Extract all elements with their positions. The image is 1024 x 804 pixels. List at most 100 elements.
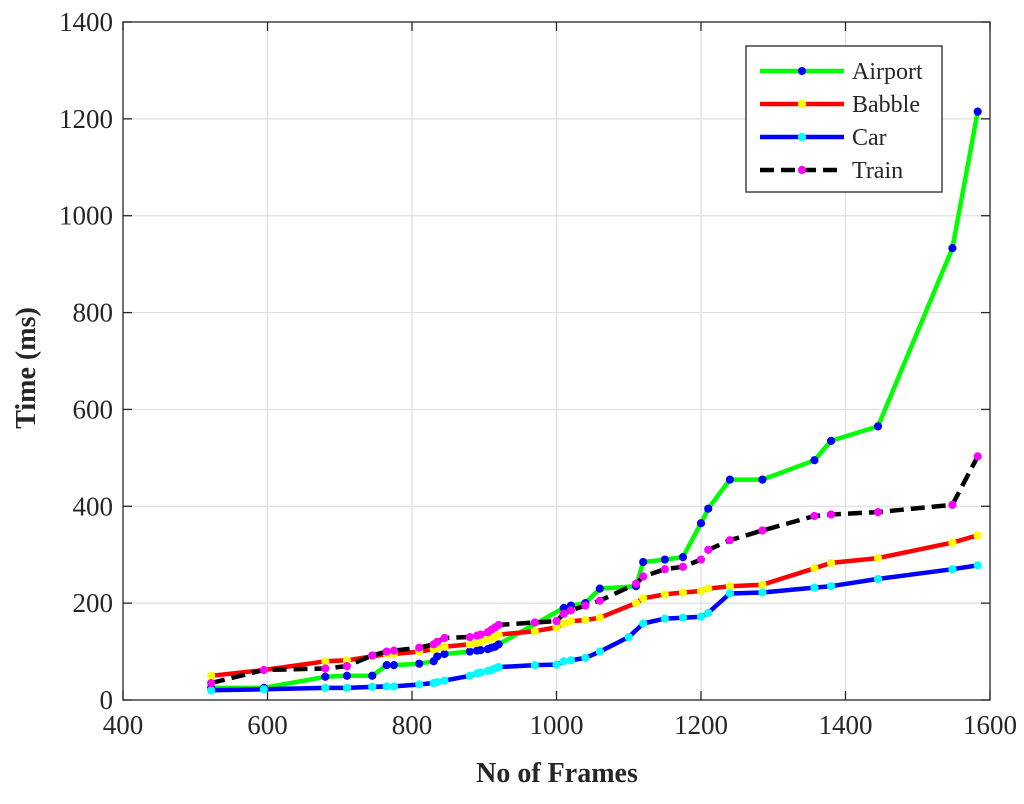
data-point bbox=[639, 594, 648, 603]
legend-marker bbox=[797, 99, 807, 109]
y-axis-title: Time (ms) bbox=[11, 307, 42, 429]
data-point bbox=[873, 507, 883, 517]
data-point bbox=[696, 555, 706, 564]
data-point bbox=[494, 640, 503, 649]
data-point bbox=[559, 619, 568, 628]
data-point bbox=[566, 656, 576, 665]
data-point bbox=[321, 657, 330, 666]
data-point bbox=[639, 557, 648, 567]
data-point bbox=[382, 647, 391, 656]
y-tick-label: 0 bbox=[100, 685, 114, 715]
data-point bbox=[973, 452, 982, 461]
data-point bbox=[382, 682, 391, 691]
data-point bbox=[810, 511, 819, 521]
data-point bbox=[259, 665, 268, 675]
data-point bbox=[826, 436, 836, 446]
data-point bbox=[476, 630, 485, 639]
data-point bbox=[342, 662, 352, 671]
data-point bbox=[440, 633, 449, 643]
data-point bbox=[476, 646, 485, 655]
data-point bbox=[826, 582, 836, 591]
data-point bbox=[433, 652, 442, 661]
data-point bbox=[678, 553, 688, 562]
data-point bbox=[758, 475, 767, 484]
data-point bbox=[389, 682, 399, 691]
data-point bbox=[758, 580, 767, 589]
data-point bbox=[433, 637, 442, 646]
legend-label: Babble bbox=[852, 92, 920, 118]
data-point bbox=[873, 574, 883, 584]
data-point bbox=[696, 586, 706, 596]
y-tick-label: 1000 bbox=[59, 201, 113, 231]
data-point bbox=[415, 643, 424, 652]
data-point bbox=[725, 589, 735, 598]
data-point bbox=[826, 558, 836, 568]
legend: Airport Babble Car Train bbox=[745, 45, 943, 193]
data-point bbox=[704, 608, 713, 617]
data-point bbox=[639, 572, 648, 581]
data-point bbox=[465, 671, 474, 680]
data-point bbox=[631, 579, 641, 588]
x-tick-label: 600 bbox=[247, 710, 288, 740]
data-point bbox=[494, 620, 503, 630]
data-point bbox=[368, 682, 377, 692]
axes bbox=[122, 21, 991, 701]
data-point bbox=[973, 561, 982, 570]
data-point bbox=[321, 672, 330, 681]
data-point bbox=[465, 647, 474, 656]
legend-marker bbox=[797, 132, 807, 142]
legend-item-car: Car bbox=[760, 125, 887, 151]
data-point bbox=[552, 660, 561, 669]
y-tick-label: 200 bbox=[73, 588, 114, 618]
data-point bbox=[678, 613, 688, 622]
data-point bbox=[595, 584, 604, 593]
y-tick-label: 600 bbox=[73, 394, 114, 424]
data-point bbox=[595, 647, 604, 656]
legend-marker bbox=[797, 66, 807, 76]
tick-labels: 400 600 800 1000 1200 1400 1600 0 200 400 600 800 10… bbox=[59, 7, 1017, 740]
data-point bbox=[440, 676, 449, 685]
series-lines bbox=[207, 107, 982, 695]
data-point bbox=[758, 526, 767, 535]
data-point bbox=[660, 565, 669, 574]
data-point bbox=[465, 632, 474, 642]
data-point bbox=[207, 671, 216, 680]
data-point bbox=[678, 588, 688, 597]
data-point bbox=[660, 555, 669, 564]
data-point bbox=[389, 646, 399, 655]
data-point bbox=[595, 596, 604, 605]
data-point bbox=[494, 662, 503, 672]
data-point bbox=[559, 657, 568, 666]
y-tick-label: 1200 bbox=[59, 104, 113, 134]
data-point bbox=[321, 664, 330, 673]
data-point bbox=[810, 564, 819, 573]
data-point bbox=[440, 649, 449, 659]
data-point bbox=[873, 422, 883, 431]
data-point bbox=[948, 565, 957, 574]
data-point bbox=[624, 632, 633, 642]
data-point bbox=[725, 582, 735, 591]
legend-label: Train bbox=[852, 158, 903, 184]
data-point bbox=[476, 668, 485, 677]
legend-item-airport: Airport bbox=[760, 59, 923, 85]
data-point bbox=[342, 683, 352, 692]
y-tick-label: 800 bbox=[73, 298, 114, 328]
x-axis-title: No of Frames bbox=[476, 758, 638, 789]
data-point bbox=[259, 685, 268, 694]
data-point bbox=[873, 554, 883, 563]
legend-item-babble: Babble bbox=[760, 92, 920, 118]
data-point bbox=[433, 677, 442, 687]
data-point bbox=[973, 531, 982, 540]
data-point bbox=[758, 588, 767, 597]
data-point bbox=[207, 678, 216, 688]
data-point bbox=[389, 661, 399, 670]
data-point bbox=[639, 619, 648, 628]
data-point bbox=[465, 640, 474, 649]
legend-marker bbox=[797, 165, 807, 175]
data-point bbox=[581, 653, 590, 662]
data-point bbox=[342, 671, 352, 680]
data-point bbox=[530, 661, 539, 670]
data-point bbox=[704, 504, 713, 513]
legend-item-train: Train bbox=[760, 158, 903, 184]
